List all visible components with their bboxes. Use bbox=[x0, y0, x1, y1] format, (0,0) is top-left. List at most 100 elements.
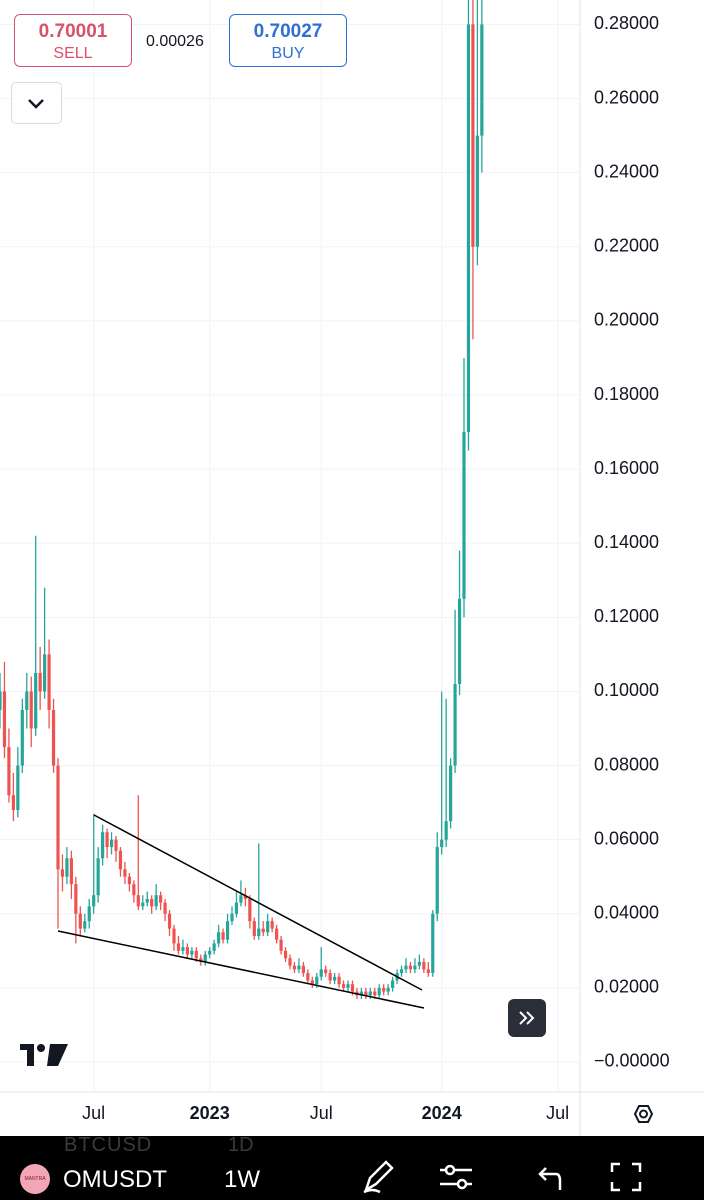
candle-body bbox=[132, 884, 136, 896]
candle-body bbox=[181, 947, 185, 951]
candle-body bbox=[319, 969, 323, 977]
candle-body bbox=[377, 987, 381, 996]
candle-body bbox=[11, 795, 15, 811]
candle-body bbox=[118, 850, 123, 870]
candle-body bbox=[328, 973, 332, 981]
candle-body bbox=[471, 24, 475, 247]
arrows-icon bbox=[519, 1011, 535, 1025]
x-tick-label: Jul bbox=[82, 1103, 105, 1123]
y-tick-label: 0.06000 bbox=[594, 828, 659, 848]
candle-body bbox=[243, 895, 247, 899]
candle-body bbox=[199, 958, 203, 962]
y-tick-label: 0.20000 bbox=[594, 310, 659, 330]
x-tick-label: 2023 bbox=[190, 1103, 230, 1123]
candle-body bbox=[333, 976, 337, 981]
candle-body bbox=[310, 980, 314, 985]
candle-body bbox=[0, 691, 2, 710]
candle-body bbox=[172, 928, 176, 944]
candle-body bbox=[279, 939, 283, 951]
sell-label: SELL bbox=[53, 45, 93, 62]
sell-button[interactable]: 0.70001 SELL bbox=[14, 14, 132, 67]
buy-label: BUY bbox=[271, 45, 305, 62]
wedge bbox=[57, 814, 425, 1009]
candles bbox=[0, 0, 484, 999]
scroll-to-realtime[interactable] bbox=[508, 999, 546, 1037]
candle-body bbox=[234, 902, 239, 914]
fullscreen-icon[interactable] bbox=[610, 1162, 642, 1192]
candle-body bbox=[230, 913, 234, 922]
candle-body bbox=[346, 984, 350, 988]
candle-body bbox=[292, 965, 297, 970]
candle-body bbox=[225, 921, 230, 940]
chart: 0.28000 0.26000 0.24000 0.22000 0.20000 0.180… bbox=[0, 0, 704, 1136]
symbol-logo: MANTRA bbox=[20, 1164, 50, 1194]
spread: 0.00026 bbox=[146, 33, 204, 50]
candle-body bbox=[150, 898, 154, 907]
candle-body bbox=[217, 932, 221, 944]
candle-body bbox=[248, 898, 252, 922]
candle-body bbox=[391, 980, 395, 988]
candle-body bbox=[359, 991, 363, 996]
candle-body bbox=[382, 987, 386, 992]
candle-body bbox=[449, 765, 453, 822]
symbol[interactable]: OMUSDT bbox=[63, 1166, 167, 1193]
ghost-interval: 1D bbox=[228, 1134, 254, 1156]
candle-body bbox=[16, 765, 20, 811]
candle-body bbox=[457, 598, 462, 685]
candle-body bbox=[341, 984, 346, 988]
candle-body bbox=[83, 921, 87, 929]
y-tick-label: 0.16000 bbox=[594, 458, 659, 478]
candle-body bbox=[275, 928, 279, 940]
candle-body bbox=[444, 821, 448, 840]
collapse-button[interactable] bbox=[11, 82, 62, 124]
candle-body bbox=[127, 876, 131, 885]
y-tick-label: 0.10000 bbox=[594, 680, 659, 700]
candle-body bbox=[25, 691, 29, 710]
candle-body bbox=[408, 965, 413, 970]
candle-body bbox=[145, 898, 149, 903]
candle-body bbox=[350, 984, 355, 992]
candle-body bbox=[60, 869, 65, 877]
axes: 0.28000 0.26000 0.24000 0.22000 0.20000 0.180… bbox=[82, 13, 669, 1123]
candle-body bbox=[252, 921, 256, 936]
toolbar-icons bbox=[363, 1160, 642, 1194]
candle-body bbox=[480, 24, 484, 136]
candle-body bbox=[141, 902, 145, 907]
candle-body bbox=[368, 991, 372, 996]
candle-body bbox=[239, 895, 243, 903]
candle-body bbox=[413, 965, 417, 970]
candle-body bbox=[96, 858, 100, 896]
draw-icon[interactable] bbox=[363, 1160, 394, 1194]
candle-body bbox=[453, 684, 457, 766]
chevron-icon bbox=[28, 99, 44, 109]
candle-body bbox=[123, 869, 127, 877]
trend-line bbox=[57, 930, 425, 1009]
candle-body bbox=[435, 847, 439, 914]
candle-body bbox=[43, 654, 47, 692]
candle-body bbox=[208, 950, 212, 955]
y-tick-label: 0.14000 bbox=[594, 532, 659, 552]
candle-body bbox=[431, 913, 435, 974]
candle-body bbox=[422, 961, 426, 970]
candle-body bbox=[283, 950, 288, 959]
settings-sliders-icon[interactable] bbox=[440, 1164, 472, 1190]
settings-icon[interactable] bbox=[633, 1105, 654, 1123]
candle-body bbox=[20, 709, 24, 766]
y-tick-label: 0.02000 bbox=[594, 977, 659, 997]
candle-body bbox=[364, 991, 368, 996]
candle-body bbox=[38, 672, 42, 692]
candle-body bbox=[404, 965, 408, 970]
candle-body bbox=[163, 902, 167, 914]
candle-body bbox=[56, 765, 60, 870]
grid bbox=[0, 0, 580, 1092]
candle-body bbox=[221, 932, 225, 940]
interval[interactable]: 1W bbox=[224, 1166, 260, 1193]
candle-body bbox=[315, 976, 319, 985]
candle-body bbox=[69, 858, 73, 885]
undo-icon[interactable] bbox=[538, 1167, 562, 1190]
y-tick-label: 0.22000 bbox=[594, 236, 659, 256]
buy-button[interactable]: 0.70027 BUY bbox=[229, 14, 347, 67]
candle-body bbox=[257, 928, 261, 936]
candle-body bbox=[154, 895, 158, 907]
candle-body bbox=[78, 913, 82, 929]
